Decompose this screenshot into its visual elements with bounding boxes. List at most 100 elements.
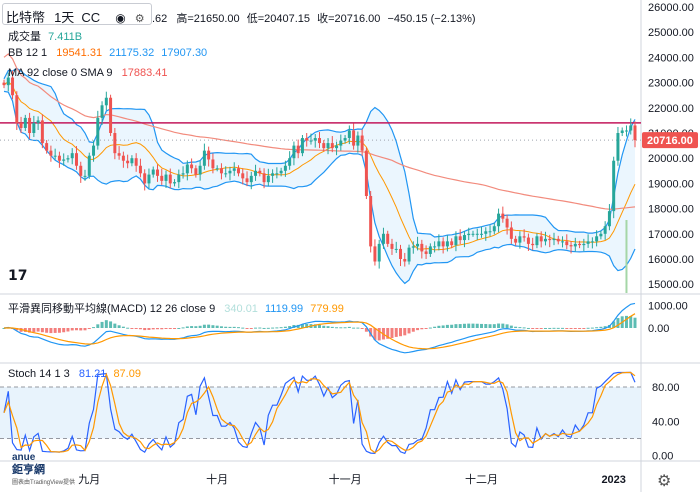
candle-body	[599, 233, 603, 237]
macd-histogram-bar	[198, 325, 202, 328]
candle-body	[185, 164, 189, 174]
macd-histogram-bar	[450, 324, 454, 328]
macd-histogram-bar	[480, 323, 484, 328]
candle-body	[462, 235, 466, 241]
stoch-label[interactable]: Stoch 14 1 3	[8, 368, 70, 380]
candle-body	[352, 130, 356, 146]
macd-histogram-bar	[509, 325, 513, 328]
macd-histogram-bar	[313, 324, 317, 328]
candle-body	[36, 120, 40, 123]
candle-body	[595, 236, 599, 242]
candle-body	[28, 117, 32, 134]
candle-body	[624, 130, 628, 132]
macd-histogram-bar	[633, 317, 637, 328]
settings-icon[interactable]: ⚙	[134, 13, 145, 25]
macd-histogram-bar	[335, 327, 339, 329]
price-tick-label: 17000.00	[648, 229, 694, 241]
candle-body	[224, 173, 228, 175]
candle-body	[45, 143, 49, 151]
macd-histogram-bar	[497, 323, 501, 328]
gear-icon[interactable]: ⚙	[657, 473, 672, 490]
macd-histogram-bar	[535, 328, 539, 329]
anue-brand: anue	[12, 452, 36, 463]
candle-body	[539, 236, 543, 242]
candle-body	[211, 159, 215, 169]
candle-body	[232, 168, 236, 171]
macd-histogram-bar	[467, 323, 471, 328]
candle-body	[616, 133, 620, 161]
ma-label[interactable]: MA 92 close 0 SMA 9	[8, 67, 113, 79]
candle-body	[100, 105, 104, 118]
candle-body	[480, 233, 484, 235]
candle-body	[509, 227, 513, 239]
time-tick-label: 十一月	[329, 472, 362, 486]
candle-body	[347, 130, 351, 139]
stoch-d-value: 87.09	[113, 368, 141, 380]
eye-icon[interactable]: ◉	[115, 11, 126, 25]
candle-body	[83, 175, 87, 177]
macd-histogram-bar	[322, 325, 326, 328]
macd-histogram-bar	[441, 325, 445, 328]
candle-body	[335, 145, 339, 149]
bb-label[interactable]: BB 12 1	[8, 47, 48, 59]
macd-histogram-bar	[177, 327, 181, 329]
volume-label[interactable]: 成交量	[8, 31, 41, 43]
macd-label[interactable]: 平滑異同移動平均線(MACD) 12 26 close 9	[8, 303, 216, 315]
macd-histogram-bar	[399, 328, 402, 337]
macd-histogram-bar	[548, 327, 552, 329]
candle-body	[181, 173, 185, 175]
candle-body	[467, 233, 471, 236]
candle-body	[629, 125, 633, 131]
candle-body	[390, 243, 394, 249]
candle-body	[92, 145, 96, 156]
macd-histogram-bar	[45, 328, 49, 333]
interval-label[interactable]: 1天	[54, 10, 75, 25]
candle-body	[573, 243, 577, 247]
candle-body	[300, 138, 304, 154]
last-price-badge	[642, 132, 698, 149]
candle-body	[164, 174, 168, 181]
macd-histogram-bar	[96, 324, 100, 328]
macd-histogram-bar	[241, 327, 245, 329]
macd-histogram-bar	[126, 327, 130, 329]
high-value: 高=21650.00	[176, 13, 240, 25]
macd-histogram-bar	[185, 326, 189, 328]
candle-body	[292, 145, 296, 159]
exchange-label[interactable]: CC	[81, 10, 101, 25]
candle-body	[505, 218, 509, 228]
macd-histogram-bar	[582, 328, 586, 329]
price-tick-label: 26000.00	[648, 2, 694, 14]
candle-body	[15, 95, 19, 123]
candle-body	[19, 122, 23, 128]
price-tick-label: 16000.00	[648, 254, 694, 266]
candle-body	[433, 246, 437, 248]
symbol-legend-box[interactable]	[2, 3, 152, 25]
macd-tick-label: 0.00	[648, 323, 669, 335]
macd-histogram-bar	[420, 328, 424, 330]
macd-histogram-bar	[104, 320, 108, 328]
macd-histogram-bar	[100, 321, 104, 328]
candle-body	[441, 241, 445, 247]
candle-body	[386, 233, 390, 244]
candle-body	[109, 97, 113, 134]
macd-histogram-bar	[403, 328, 407, 336]
macd-histogram-bar	[57, 328, 61, 333]
candle-body	[488, 231, 492, 233]
macd-histogram-bar	[173, 328, 177, 329]
anue-watermark: anue 鉅亨網 圖表由TradingView提供	[12, 452, 75, 486]
candle-body	[399, 248, 402, 259]
macd-histogram-bar	[556, 327, 560, 329]
candle-body	[360, 135, 364, 151]
candle-body	[121, 155, 125, 161]
candle-body	[160, 175, 164, 181]
symbol-name[interactable]: 比特幣	[6, 10, 46, 25]
macd-signal-value: 779.99	[310, 303, 344, 315]
candle-body	[62, 159, 66, 161]
macd-histogram-bar	[629, 316, 633, 328]
candle-body	[364, 150, 368, 196]
candle-body	[215, 168, 219, 170]
macd-histogram-bar	[433, 326, 437, 328]
macd-histogram-bar	[573, 328, 577, 329]
candle-body	[275, 173, 279, 175]
